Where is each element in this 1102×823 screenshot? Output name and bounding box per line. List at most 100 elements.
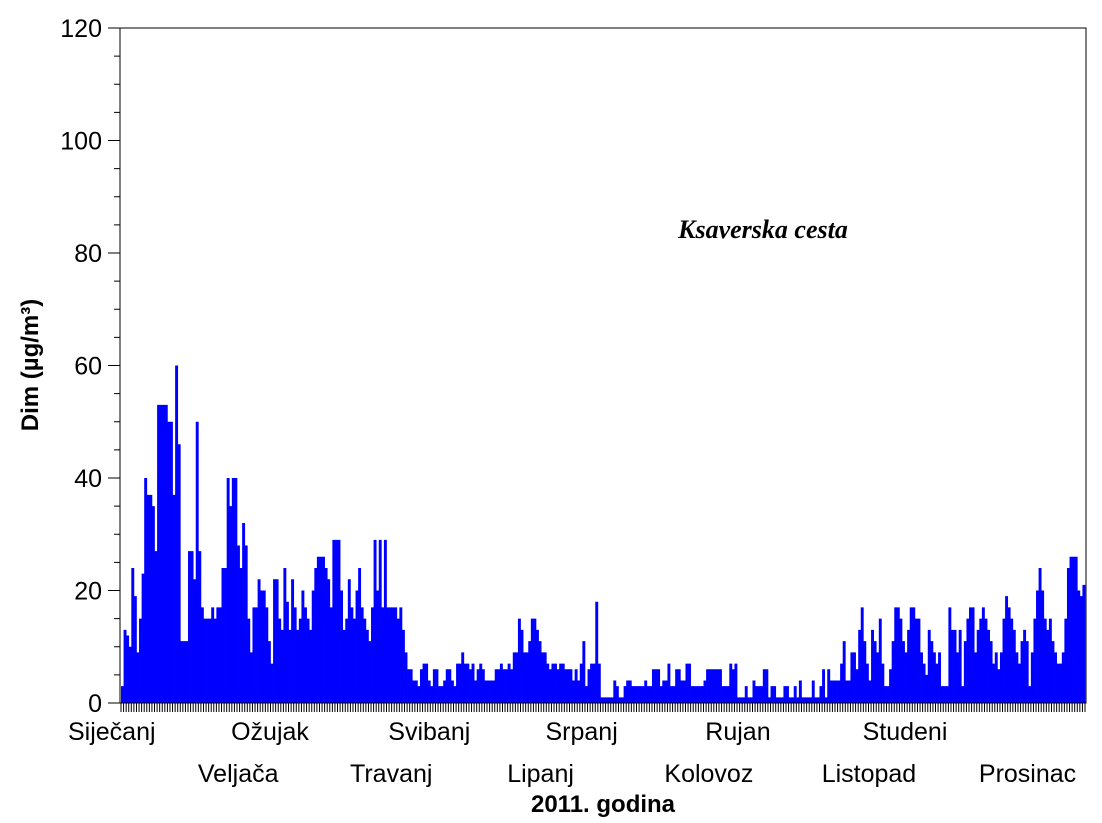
bar: [548, 669, 552, 703]
bar: [971, 607, 975, 704]
bar: [435, 669, 439, 703]
bar: [345, 618, 349, 704]
bar: [775, 697, 779, 704]
bar: [1028, 686, 1032, 704]
bar: [265, 607, 269, 704]
y-axis-ticks: 0 20 40 60 80 100 120: [60, 15, 120, 718]
bar: [169, 421, 173, 703]
bar: [391, 607, 395, 704]
bar: [185, 641, 189, 704]
bar: [538, 641, 542, 704]
bar: [574, 669, 578, 703]
bar: [770, 686, 774, 704]
bar: [907, 629, 911, 704]
y-tick-label: 20: [74, 578, 102, 606]
bar: [193, 579, 197, 703]
y-tick-label: 0: [88, 690, 102, 718]
bar: [582, 641, 586, 704]
bar: [329, 607, 333, 704]
bar: [1059, 663, 1063, 704]
bar: [654, 669, 658, 703]
x-axis-ticks: [120, 703, 1086, 712]
bar: [149, 494, 153, 704]
bar: [716, 669, 720, 703]
bar: [355, 590, 359, 703]
bar: [525, 652, 529, 704]
bar: [873, 641, 877, 704]
bar: [639, 686, 643, 704]
bar: [700, 686, 704, 704]
bar: [1077, 590, 1081, 703]
bar: [865, 663, 869, 704]
bar: [932, 652, 936, 704]
bar: [177, 444, 181, 703]
bar: [523, 652, 527, 704]
bar: [706, 669, 710, 703]
bar: [917, 618, 921, 704]
bar: [430, 686, 434, 704]
bar: [221, 568, 225, 703]
bar: [283, 568, 287, 703]
bar: [670, 686, 673, 704]
bar: [976, 629, 980, 704]
plot-frame: [119, 27, 1087, 704]
bar: [974, 652, 978, 704]
bar: [471, 663, 475, 704]
bar: [502, 669, 506, 703]
bar: [999, 652, 1003, 704]
bar: [368, 641, 372, 704]
bar: [267, 641, 271, 704]
bar: [636, 686, 640, 704]
bar: [822, 669, 826, 703]
bar: [226, 478, 230, 703]
bar: [414, 680, 418, 703]
bar: [801, 697, 805, 704]
bar-series: [121, 365, 1086, 704]
bar: [1056, 663, 1060, 704]
bar: [481, 669, 485, 703]
bar: [1069, 556, 1073, 703]
bar: [1066, 568, 1070, 703]
bar: [824, 697, 828, 704]
bar: [347, 579, 351, 703]
bar: [989, 641, 993, 704]
bar: [213, 618, 217, 704]
bar: [358, 568, 362, 703]
bar: [922, 663, 926, 704]
bar: [953, 629, 957, 704]
bar: [1061, 652, 1065, 704]
bar: [1054, 652, 1057, 704]
y-tick-label: 120: [60, 15, 102, 43]
bar: [499, 663, 503, 704]
bar: [682, 680, 686, 703]
bar: [963, 641, 967, 704]
bar: [1038, 568, 1042, 703]
bar: [987, 629, 990, 704]
month-label: Siječanj: [68, 718, 156, 746]
bar: [1072, 556, 1076, 703]
bar: [541, 652, 545, 704]
month-label: Ožujak: [231, 718, 309, 746]
bar: [128, 646, 132, 703]
bar: [180, 641, 184, 704]
bar: [1012, 629, 1016, 704]
bar: [920, 652, 923, 704]
bar: [371, 607, 374, 704]
bar: [950, 629, 954, 704]
bar: [788, 697, 792, 704]
bar: [878, 618, 882, 704]
bar: [806, 697, 810, 704]
bar: [236, 545, 240, 703]
bar: [628, 680, 632, 703]
bar: [904, 652, 908, 704]
bar: [891, 641, 895, 704]
bar: [141, 573, 145, 704]
bar: [688, 663, 691, 704]
bar: [610, 697, 614, 704]
bar: [618, 697, 622, 704]
bar: [520, 629, 524, 704]
bar: [203, 618, 207, 704]
bar: [925, 674, 929, 704]
y-axis-title: Dim (µg/m³): [17, 299, 44, 431]
